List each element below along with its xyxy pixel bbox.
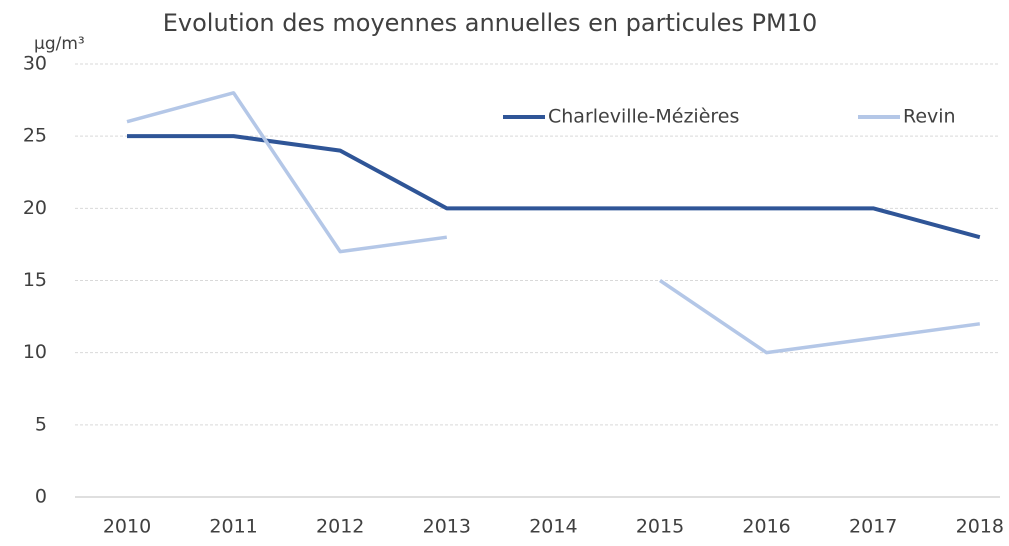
y-tick-label: 30	[23, 53, 47, 75]
y-tick-label: 15	[23, 269, 47, 291]
x-tick-label: 2018	[956, 516, 1004, 538]
y-tick-label: 5	[35, 413, 47, 435]
x-tick-label: 2012	[316, 516, 364, 538]
y-tick-label: 10	[23, 341, 47, 363]
y-axis-label: µg/m³	[34, 34, 85, 54]
series-line	[659, 279, 981, 355]
x-tick-label: 2010	[103, 516, 151, 538]
x-tick-label: 2011	[209, 516, 257, 538]
legend-label: Revin	[903, 106, 956, 128]
series-line	[126, 91, 448, 254]
y-tick-label: 25	[23, 125, 47, 147]
y-tick-label: 20	[23, 197, 47, 219]
chart-title: Evolution des moyennes annuelles en part…	[163, 9, 818, 37]
x-tick-label: 2014	[529, 516, 577, 538]
series-line	[127, 134, 981, 240]
x-tick-label: 2015	[636, 516, 684, 538]
x-tick-label: 2016	[742, 516, 790, 538]
x-tick-label: 2013	[423, 516, 471, 538]
y-tick-label: 0	[35, 486, 47, 508]
x-tick-label: 2017	[849, 516, 897, 538]
legend-label: Charleville-Mézières	[548, 106, 739, 128]
